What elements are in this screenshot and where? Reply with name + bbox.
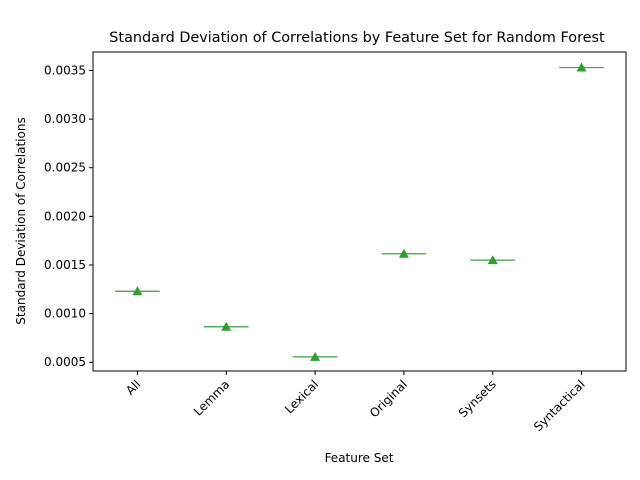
mean-marker (487, 255, 498, 265)
chart-title: Standard Deviation of Correlations by Fe… (109, 30, 605, 46)
y-tick-label: 0.0035 (44, 63, 86, 77)
mean-marker (576, 62, 587, 72)
x-tick-label: Lexical (282, 377, 321, 416)
plot-area: 0.0005 0.0010 0.0015 0.0020 0.0025 0.0030 0.00… (44, 51, 627, 434)
x-axis-label: Feature Set (325, 451, 394, 465)
y-tick-label: 0.0020 (44, 209, 86, 223)
x-tick-label: Syntactical (531, 377, 588, 434)
axes-frame (92, 51, 627, 372)
mean-marker (398, 248, 409, 258)
mean-marker (310, 351, 321, 361)
y-tick-label: 0.0025 (44, 161, 86, 175)
mean-marker (221, 321, 232, 331)
x-tick-label: All (123, 377, 143, 397)
y-tick-label: 0.0005 (44, 355, 86, 369)
y-tick-label: 0.0015 (44, 258, 86, 272)
y-tick-label: 0.0010 (44, 307, 86, 321)
y-tick-label: 0.0030 (44, 112, 86, 126)
x-tick-label: Original (367, 377, 410, 420)
x-tick-label: Lemma (191, 377, 232, 418)
x-tick-label: Synsets (456, 377, 499, 420)
mean-marker (132, 286, 143, 296)
y-axis-label: Standard Deviation of Correlations (14, 117, 28, 324)
